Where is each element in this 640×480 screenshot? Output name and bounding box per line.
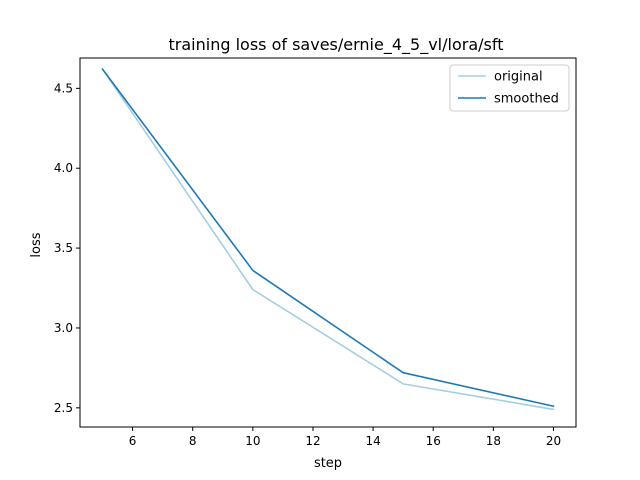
plot-area: 6 8 10 12 14 16 18 20 2.5 3.0 3.5 4.0 4.5 xyxy=(54,57,577,448)
x-tick-label: 16 xyxy=(426,434,441,448)
series-line-original xyxy=(101,68,555,411)
axes-frame xyxy=(79,57,577,428)
legend-label-smoothed: smoothed xyxy=(494,92,559,107)
y-tick-label: 4.5 xyxy=(54,81,73,95)
series-line-smoothed xyxy=(101,68,555,408)
y-tick-label: 3.5 xyxy=(54,241,73,255)
y-tick-label: 3.0 xyxy=(54,321,73,335)
x-tick-label: 6 xyxy=(129,434,137,448)
legend-label-original: original xyxy=(494,70,543,85)
chart-title: training loss of saves/ernie_4_5_vl/lora… xyxy=(169,35,504,55)
legend: original smoothed xyxy=(449,64,570,112)
y-axis-label: loss xyxy=(29,232,44,257)
x-tick-label: 8 xyxy=(189,434,197,448)
y-tick-label: 4.0 xyxy=(54,161,73,175)
x-tick-label: 10 xyxy=(245,434,260,448)
x-tick-label: 12 xyxy=(305,434,320,448)
y-tick-label: 2.5 xyxy=(54,401,73,415)
x-axis-label: step xyxy=(314,456,342,471)
x-tick-label: 14 xyxy=(365,434,380,448)
x-tick-label: 20 xyxy=(546,434,561,448)
x-tick-label: 18 xyxy=(486,434,501,448)
